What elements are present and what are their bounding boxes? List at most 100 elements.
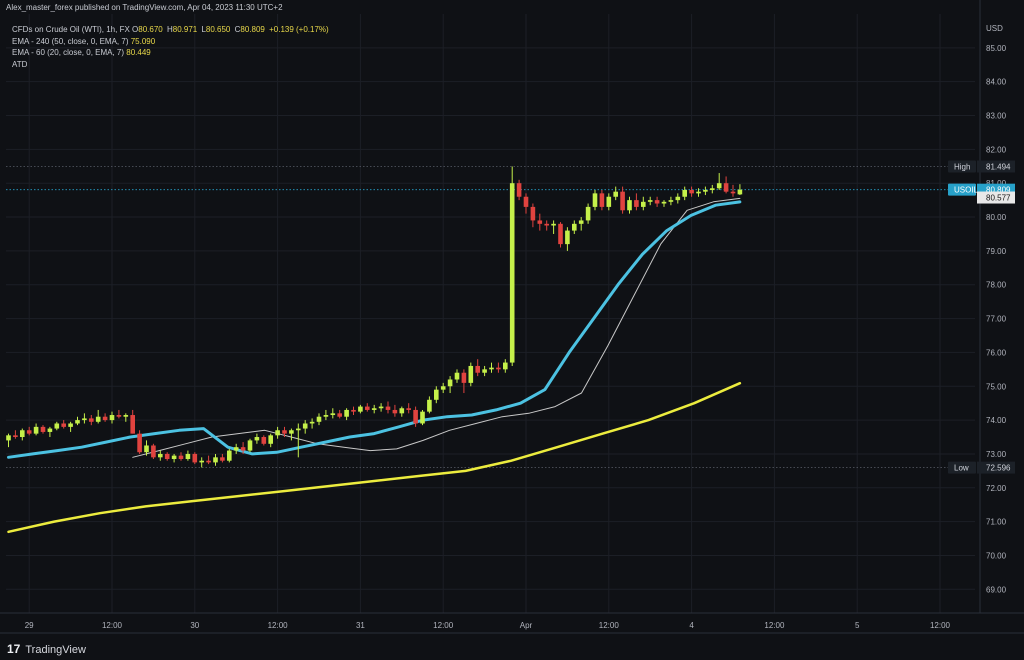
x-tick-label: 12:00 [433, 621, 454, 630]
ema240-line [7, 381, 742, 534]
candle [378, 406, 384, 409]
legend-ohlc-low-label: L [201, 25, 206, 34]
high-tag-label: High [954, 162, 970, 171]
ema60-line [7, 200, 742, 459]
legend-atd-row[interactable]: ATD [12, 59, 329, 71]
legend-ema240-row[interactable]: EMA - 240 (50, close, 0, EMA, 7) 75.090 [12, 36, 329, 48]
x-tick-label: 12:00 [764, 621, 785, 630]
candle [544, 223, 549, 226]
y-tick-label: 72.00 [986, 484, 1007, 493]
usoil-tag-value: 80.809 [986, 186, 1011, 195]
candle [275, 430, 280, 436]
y-tick-label: 78.00 [986, 281, 1007, 290]
candle [6, 435, 11, 441]
candle [516, 183, 522, 197]
candle [475, 365, 480, 373]
candle [33, 426, 39, 434]
candle [289, 430, 294, 434]
legend-ohlc-close-label: C [234, 25, 241, 34]
candle [206, 460, 211, 463]
candle [558, 223, 563, 245]
y-axis-unit: USD [986, 24, 1003, 33]
candle [523, 196, 529, 207]
x-tick-label: 12:00 [102, 621, 123, 630]
x-tick-label: Apr [520, 621, 533, 630]
legend-ema60-row[interactable]: EMA - 60 (20, close, 0, EMA, 7) 80.449 [12, 47, 329, 59]
y-tick-label: 83.00 [986, 112, 1007, 121]
candle [296, 428, 301, 431]
candle [737, 189, 743, 195]
candle [233, 447, 239, 451]
legend-symbol-row[interactable]: CFDs on Crude Oil (WTI), 1h, FX O80.670 … [12, 24, 329, 36]
candle [47, 428, 53, 432]
candle [268, 435, 273, 444]
low-tag-label-bg [948, 461, 976, 474]
candle [530, 206, 536, 221]
candle [689, 189, 694, 194]
x-tick-label: 4 [689, 621, 694, 630]
tradingview-brand: TradingView [25, 644, 86, 656]
x-tick-label: 12:00 [930, 621, 951, 630]
legend-ohlc-high: 80.971 [172, 25, 198, 34]
candle [489, 367, 494, 370]
x-tick-label: 5 [855, 621, 860, 630]
candle [503, 362, 508, 370]
legend-ohlc-open-label: O [132, 25, 139, 34]
legend-ohlc-close: 80.809 [240, 25, 265, 34]
candle [613, 191, 618, 197]
legend-ohlc-open: 80.670 [138, 25, 163, 34]
candle [730, 191, 736, 194]
candle [578, 220, 584, 224]
legend-symbol: CFDs on Crude Oil (WTI), 1h, FX [12, 25, 130, 34]
ema60-tag-bg [977, 191, 1015, 204]
high-tag-value: 81.494 [986, 162, 1011, 171]
legend-ohlc-high-label: H [166, 25, 173, 34]
candle [696, 191, 701, 194]
candle [54, 423, 60, 429]
candle [661, 201, 667, 204]
usoil-tag-label-bg [948, 183, 976, 196]
legend-ohlc-low: 80.650 [205, 25, 231, 34]
candle [420, 411, 425, 424]
y-tick-label: 70.00 [986, 551, 1007, 560]
candle [641, 201, 646, 207]
candle [440, 386, 446, 390]
candle [468, 365, 474, 383]
candle [61, 423, 66, 427]
candle [482, 369, 487, 373]
candle [385, 406, 391, 410]
y-tick-label: 77.00 [986, 315, 1007, 324]
tradingview-logo[interactable]: 17 TradingView [7, 642, 86, 656]
candle [309, 421, 315, 424]
x-tick-label: 12:00 [268, 621, 289, 630]
candle [447, 379, 453, 387]
candle [565, 230, 570, 245]
y-tick-label: 75.00 [986, 382, 1007, 391]
legend-ema240-value: 75.090 [130, 36, 156, 46]
candle [654, 200, 660, 204]
candle [606, 196, 612, 207]
candle [102, 416, 108, 421]
candle [330, 413, 336, 416]
candle [682, 189, 687, 197]
candle [282, 430, 287, 434]
chart-legend: CFDs on Crude Oil (WTI), 1h, FX O80.670 … [12, 24, 329, 70]
candle [13, 435, 18, 438]
candle [668, 200, 674, 202]
candle [675, 196, 681, 201]
candle [365, 406, 370, 410]
legend-atd-label: ATD [12, 59, 28, 69]
candle [323, 415, 329, 417]
candle [392, 409, 398, 414]
high-tag-bg [977, 160, 1015, 173]
candle [620, 191, 625, 211]
candle [337, 413, 342, 417]
candle [137, 433, 142, 453]
candle [254, 437, 260, 441]
legend-ema240-label: EMA - 240 (50, close, 0, EMA, 7) [12, 36, 129, 46]
candle [26, 430, 32, 434]
high-tag-label-bg [948, 160, 976, 173]
candle [227, 450, 232, 461]
candle [213, 457, 218, 463]
